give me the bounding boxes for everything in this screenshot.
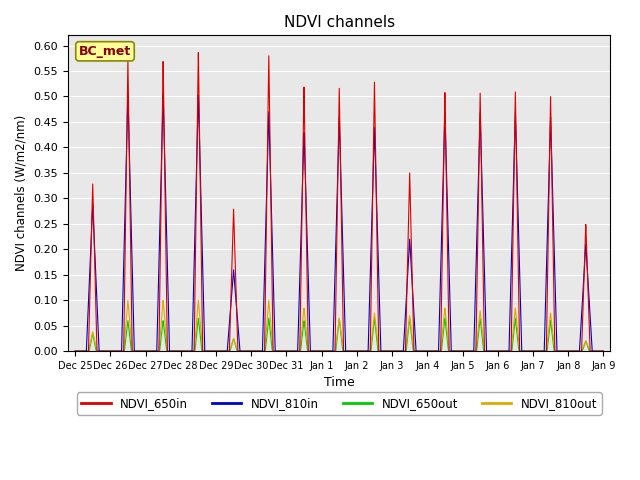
NDVI_650out — [406, 315, 413, 321]
NDVI_810out — [407, 322, 415, 328]
NDVI_650in — [98, 348, 106, 354]
NDVI_810out — [71, 348, 79, 354]
Line: NDVI_650in: NDVI_650in — [75, 53, 604, 351]
NDVI_810out — [262, 327, 270, 333]
NDVI_810in — [384, 348, 392, 354]
NDVI_650in — [600, 348, 607, 354]
NDVI_650out — [407, 326, 415, 332]
NDVI_650out — [600, 348, 607, 354]
NDVI_650in — [262, 219, 270, 225]
Y-axis label: NDVI channels (W/m2/nm): NDVI channels (W/m2/nm) — [15, 115, 28, 271]
NDVI_810out — [265, 298, 273, 303]
NDVI_810in — [491, 348, 499, 354]
NDVI_650in — [407, 217, 415, 223]
NDVI_810in — [262, 199, 270, 204]
NDVI_650out — [491, 348, 499, 354]
NDVI_650out — [384, 348, 392, 354]
Title: NDVI channels: NDVI channels — [284, 15, 395, 30]
NDVI_810out — [600, 348, 607, 354]
NDVI_810in — [600, 348, 607, 354]
NDVI_810in — [463, 348, 470, 354]
Legend: NDVI_650in, NDVI_810in, NDVI_650out, NDVI_810out: NDVI_650in, NDVI_810in, NDVI_650out, NDV… — [77, 392, 602, 415]
NDVI_810out — [463, 348, 470, 354]
X-axis label: Time: Time — [324, 376, 355, 389]
NDVI_810in — [71, 348, 79, 354]
NDVI_650out — [262, 338, 270, 344]
NDVI_650in — [71, 348, 79, 354]
Line: NDVI_810out: NDVI_810out — [75, 300, 604, 351]
NDVI_650in — [384, 348, 392, 354]
NDVI_810out — [98, 348, 106, 354]
NDVI_650in — [463, 348, 470, 354]
NDVI_650out — [98, 348, 106, 354]
NDVI_810in — [124, 91, 132, 97]
Line: NDVI_650out: NDVI_650out — [75, 318, 604, 351]
NDVI_810in — [407, 256, 415, 262]
Text: BC_met: BC_met — [79, 45, 131, 58]
NDVI_810out — [491, 348, 499, 354]
Line: NDVI_810in: NDVI_810in — [75, 94, 604, 351]
NDVI_810out — [384, 348, 392, 354]
NDVI_650in — [195, 50, 202, 56]
NDVI_650in — [491, 348, 499, 354]
NDVI_650out — [71, 348, 79, 354]
NDVI_650out — [463, 348, 470, 354]
NDVI_810in — [98, 348, 106, 354]
